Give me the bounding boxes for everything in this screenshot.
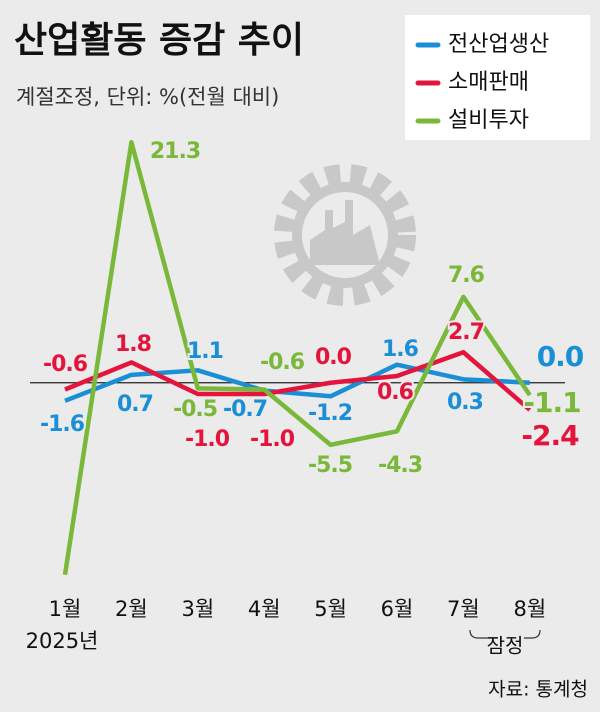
provisional-bracket <box>469 629 541 639</box>
value-label: 0.6 <box>377 380 414 405</box>
x-tick-label: 1월 <box>49 597 82 621</box>
value-label: 2.7 <box>448 320 484 345</box>
value-label: -0.5 <box>173 397 217 422</box>
chart-title: 산업활동 증감 추이 <box>14 20 304 61</box>
value-label: 0.0 <box>537 340 584 373</box>
value-label: -1.0 <box>250 427 295 452</box>
value-label: -1.6 <box>40 412 85 437</box>
legend-label: 전산업생산 <box>448 32 549 57</box>
value-label: -5.5 <box>308 453 352 478</box>
value-label: 0.0 <box>315 345 352 370</box>
value-label: -1.0 <box>185 427 230 452</box>
legend-label: 소매판매 <box>448 70 529 95</box>
value-label: 21.3 <box>150 139 200 164</box>
value-label: -0.6 <box>43 352 88 377</box>
x-tick-label: 2월 <box>115 597 148 621</box>
value-label: -0.7 <box>223 397 267 422</box>
value-label: 0.7 <box>117 392 153 417</box>
series-line <box>64 349 532 412</box>
value-label: 1.6 <box>382 337 419 362</box>
x-tick-label: 5월 <box>314 597 347 621</box>
value-label: -0.6 <box>260 350 305 375</box>
x-tick-label: 3월 <box>181 597 214 621</box>
year-label: 2025년 <box>26 629 99 653</box>
value-label: -4.3 <box>378 453 422 478</box>
chart-subtitle: 계절조정, 단위: %(전월 대비) <box>16 85 279 109</box>
gear-icon <box>274 164 416 306</box>
value-label: 1.8 <box>115 332 151 357</box>
source: 자료: 통계청 <box>488 679 588 701</box>
value-label: 7.6 <box>448 263 485 288</box>
value-label: -1.2 <box>308 401 352 426</box>
provisional-label: 잠정 <box>487 634 524 658</box>
value-label: 1.1 <box>187 339 223 364</box>
series-line <box>64 362 530 403</box>
x-tick-label: 4월 <box>248 597 281 621</box>
legend-label: 설비투자 <box>448 108 529 133</box>
x-tick-label: 6월 <box>381 597 414 621</box>
value-label: 0.3 <box>447 390 483 415</box>
value-label: -2.4 <box>521 419 579 452</box>
value-label: -1.1 <box>523 386 580 419</box>
series-line <box>62 139 532 576</box>
x-tick-label: 8월 <box>513 597 546 621</box>
x-tick-label: 7월 <box>447 597 480 621</box>
